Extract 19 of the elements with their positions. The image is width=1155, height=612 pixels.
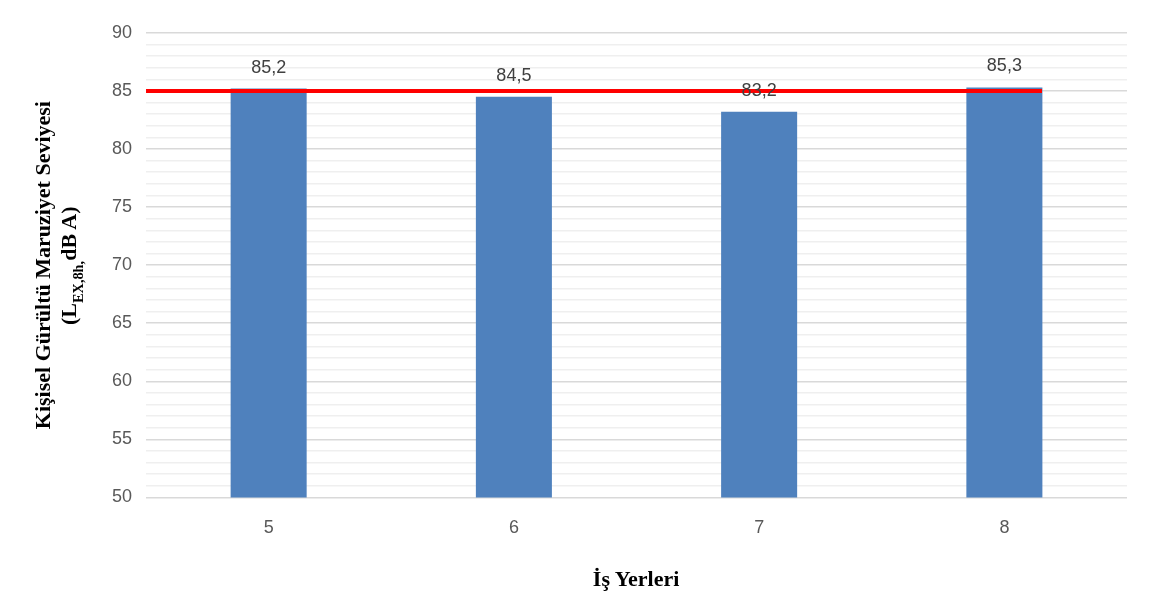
y-tick-label: 90: [111, 21, 133, 42]
x-tick-label: 7: [754, 517, 765, 538]
x-tick-label: 5: [263, 517, 274, 538]
y-tick-label: 65: [111, 312, 133, 333]
y-tick-label: 75: [111, 195, 133, 216]
y-tick-label: 50: [111, 486, 133, 507]
data-label: 85,3: [986, 55, 1022, 76]
y-tick-label: 55: [111, 428, 133, 449]
y-tick-label: 60: [111, 370, 133, 391]
y-tick-label: 70: [111, 254, 133, 275]
data-label: 85,2: [251, 56, 287, 77]
x-tick-label: 8: [999, 517, 1010, 538]
text: (LEX,8h,dB A): [56, 206, 86, 325]
y-tick-label: 80: [111, 137, 133, 158]
text: Kişisel Gürültü Maruziyet Seviyesi: [30, 101, 55, 430]
y-tick-label: 85: [111, 79, 133, 100]
data-label: 84,5: [496, 64, 532, 85]
x-tick-label: 6: [508, 517, 519, 538]
x-axis-title: İş Yerleri: [592, 566, 680, 591]
